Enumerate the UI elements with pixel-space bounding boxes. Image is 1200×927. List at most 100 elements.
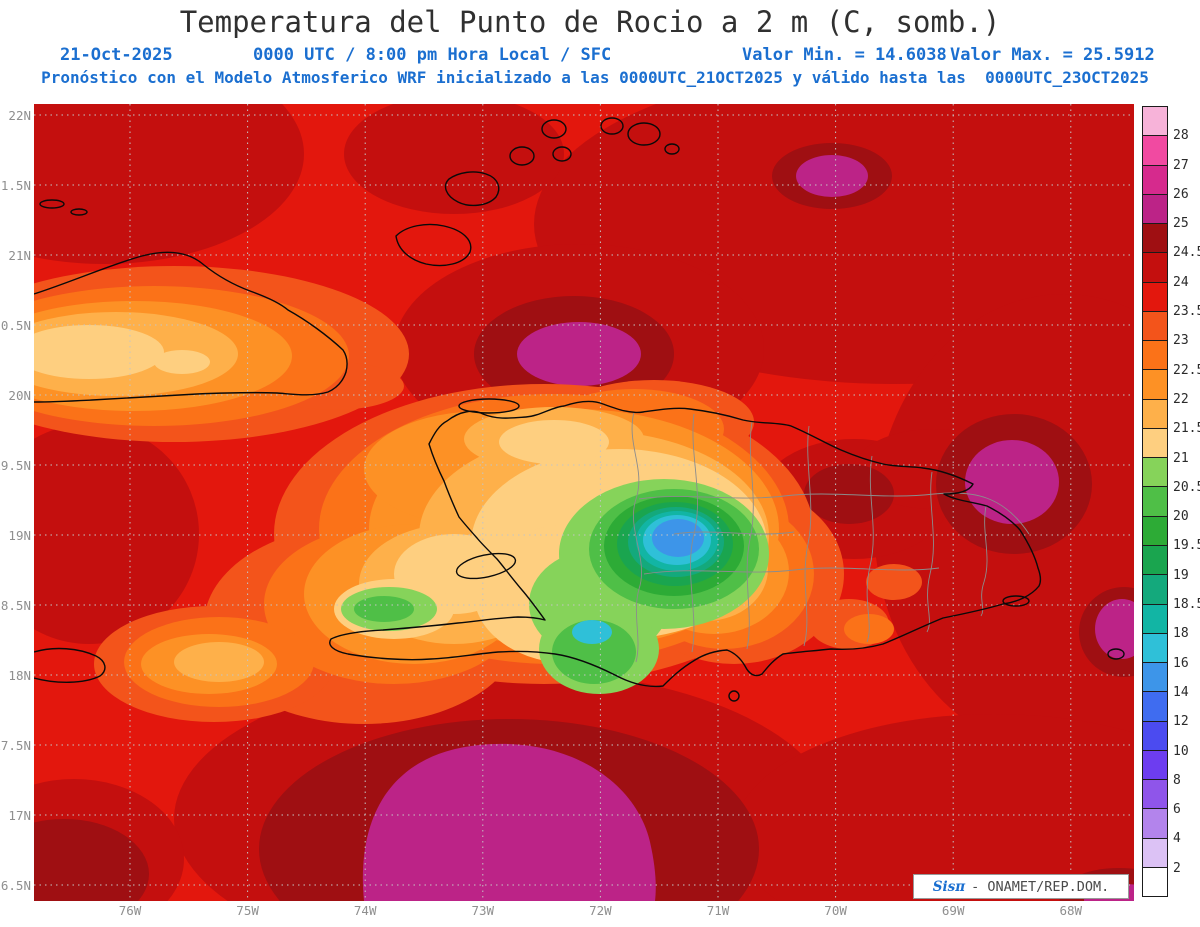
colorbar-cell — [1142, 340, 1168, 371]
map-area — [34, 104, 1134, 901]
coastline-caicos — [395, 223, 472, 267]
coastline-gonave — [455, 552, 517, 580]
watermark-box: Sisπ - ONAMET/REP.DOM. — [913, 874, 1129, 899]
colorbar-tick-label: 19 — [1173, 567, 1189, 583]
lon-tick-label: 68W — [1059, 903, 1083, 918]
colorbar-tick-label: 4 — [1173, 831, 1181, 847]
coastline-mona — [1107, 648, 1125, 660]
colorbar-cell — [1142, 193, 1168, 225]
lon-axis: 76W 75W 74W 73W 72W 71W 70W 69W 68W — [34, 903, 1134, 923]
colorbar-tick-label: 12 — [1173, 714, 1189, 730]
colorbar — [1142, 106, 1168, 898]
colorbar-cell — [1142, 310, 1168, 342]
colorbar-tick-label: 2 — [1173, 860, 1181, 876]
lat-tick-label: 18.5N — [0, 598, 31, 613]
colorbar-cell — [1142, 281, 1168, 312]
coastline-little-inagua — [509, 146, 535, 166]
colorbar-tick-label: 23 — [1173, 333, 1189, 349]
lon-tick-label: 73W — [471, 903, 495, 918]
colorbar-tick-label: 25 — [1173, 216, 1189, 232]
watermark-brand: Sisπ — [932, 878, 966, 895]
colorbar-cell — [1142, 662, 1168, 693]
colorbar-cell — [1142, 252, 1168, 283]
colorbar-tick-label: 26 — [1173, 186, 1189, 202]
colorbar-tick-label: 10 — [1173, 743, 1189, 759]
coastline-saona — [1002, 595, 1030, 607]
coastlines — [34, 117, 1125, 702]
coastline-tortue — [458, 398, 520, 414]
max-value-label: Valor Max. = 25.5912 — [950, 45, 1155, 65]
colorbar-cell — [1142, 691, 1168, 722]
lat-tick-label: 21.5N — [0, 178, 31, 193]
colorbar-cell — [1142, 427, 1168, 459]
coastline-cuba — [34, 251, 348, 403]
province-borders — [631, 411, 1030, 663]
lat-tick-label: 20.5N — [0, 318, 31, 333]
colorbar-tick-label: 21.5 — [1173, 421, 1200, 437]
colorbar-tick-label: 27 — [1173, 157, 1189, 173]
colorbar-cell — [1142, 398, 1168, 429]
colorbar-cell — [1142, 779, 1168, 810]
colorbar-tick-label: 22 — [1173, 391, 1189, 407]
run-date-label: 21-Oct-2025 — [60, 45, 173, 65]
colorbar-tick-label: 28 — [1173, 128, 1189, 144]
lat-tick-label: 20N — [8, 388, 31, 403]
lat-tick-label: 16.5N — [0, 878, 31, 893]
coastline-hispaniola — [329, 400, 1042, 688]
colorbar-cell — [1142, 515, 1168, 546]
watermark-text: - ONAMET/REP.DOM. — [971, 878, 1110, 895]
colorbar-cell — [1142, 749, 1168, 781]
colorbar-tick-label: 24.5 — [1173, 245, 1200, 261]
colorbar-cell — [1142, 574, 1168, 605]
lat-tick-label: 19.5N — [0, 458, 31, 473]
colorbar-tick-label: 21 — [1173, 450, 1189, 466]
lat-tick-label: 18N — [8, 668, 31, 683]
colorbar-cell — [1142, 223, 1168, 254]
lon-tick-label: 69W — [941, 903, 965, 918]
lon-tick-label: 71W — [706, 903, 730, 918]
colorbar-cell — [1142, 544, 1168, 576]
colorbar-cell — [1142, 837, 1168, 868]
colorbar-tick-label: 23.5 — [1173, 304, 1200, 320]
min-value-label: Valor Min. = 14.6038 — [742, 45, 947, 65]
colorbar-cell — [1142, 457, 1168, 488]
lat-tick-label: 22N — [8, 108, 31, 123]
colorbar-cell — [1142, 486, 1168, 517]
colorbar-tick-label: 22.5 — [1173, 362, 1200, 378]
coastline-jamaica — [34, 647, 106, 683]
lat-tick-label: 17.5N — [0, 738, 31, 753]
colorbar-cell — [1142, 164, 1168, 195]
colorbar-cell — [1142, 369, 1168, 400]
model-info-line: Pronóstico con el Modelo Atmosferico WRF… — [41, 68, 1149, 87]
colorbar-cell — [1142, 106, 1168, 137]
colorbar-tick-label: 20.5 — [1173, 479, 1200, 495]
lat-tick-label: 21N — [8, 248, 31, 263]
lon-tick-label: 72W — [589, 903, 612, 918]
colorbar-tick-label: 19.5 — [1173, 538, 1200, 554]
lat-axis: 22N 21.5N 21N 20.5N 20N 19.5N 19N 18.5N 18N 17.5N… — [0, 104, 33, 904]
lon-tick-label: 76W — [118, 903, 142, 918]
colorbar-cell — [1142, 720, 1168, 751]
lon-tick-label: 74W — [353, 903, 377, 918]
valid-time-label: 0000 UTC / 8:00 pm Hora Local / SFC — [253, 45, 612, 65]
lon-tick-label: 75W — [236, 903, 259, 918]
colorbar-tick-label: 24 — [1173, 274, 1189, 290]
contour-band-14-16 — [652, 519, 704, 557]
lon-tick-label: 70W — [824, 903, 847, 918]
colorbar-tick-label: 6 — [1173, 802, 1181, 818]
lat-tick-label: 19N — [8, 528, 31, 543]
coastline-beata — [728, 690, 740, 702]
colorbar-tick-label: 18.5 — [1173, 597, 1200, 613]
coastline-great-inagua — [444, 171, 500, 207]
lat-tick-label: 17N — [8, 808, 31, 823]
colorbar-labels: 2827262524.52423.52322.52221.52120.52019… — [1173, 106, 1200, 901]
colorbar-cell — [1142, 866, 1168, 898]
weather-map-svg — [34, 104, 1134, 901]
graticule — [34, 104, 1134, 901]
colorbar-cell — [1142, 808, 1168, 839]
colorbar-tick-label: 18 — [1173, 626, 1189, 642]
page-title: Temperatura del Punto de Rocio a 2 m (C,… — [179, 5, 1001, 39]
colorbar-cell — [1142, 135, 1168, 166]
colorbar-cell — [1142, 632, 1168, 664]
